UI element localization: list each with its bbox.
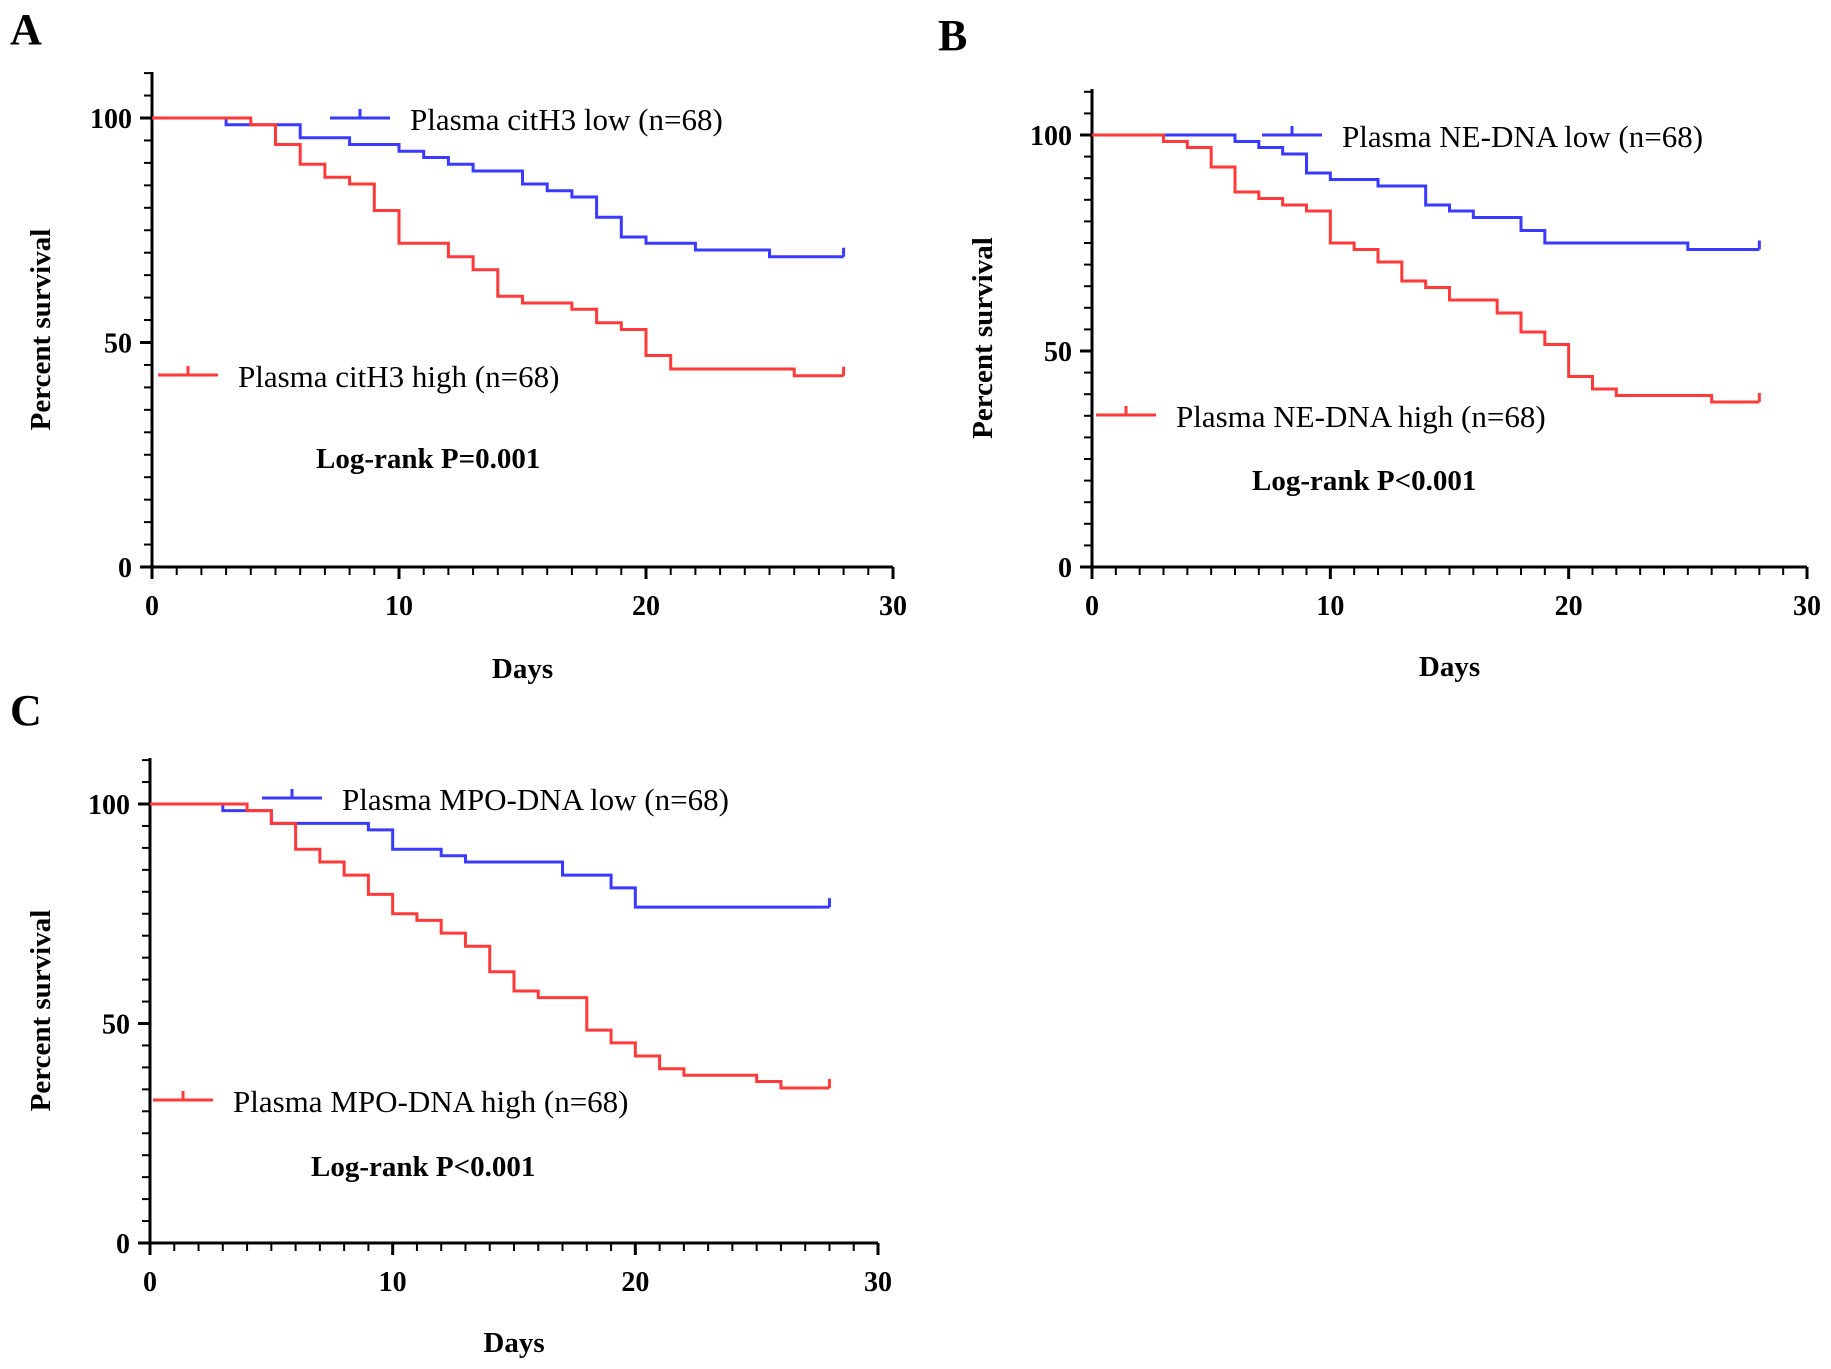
survival-curve-low [1092,133,1760,251]
y-tick-label: 100 [90,104,132,135]
logrank-annotation: Log-rank P<0.001 [311,1151,535,1183]
survival-curve-high [1092,133,1760,404]
survival-chart-b: 0 50 100 0 10 20 30 Days Percent survival Plasma … [967,89,1821,683]
x-tick-label: 0 [143,1267,157,1298]
x-tick-label: 30 [864,1267,892,1298]
legend-entry: Plasma citH3 high (n=68) [238,359,559,394]
panel-label-a: A [10,5,42,54]
x-tick-label: 0 [1085,591,1099,622]
y-tick-label: 100 [88,790,130,821]
y-tick-label: 0 [116,1229,130,1260]
x-axis-title: Days [1419,651,1480,683]
y-tick-label: 0 [118,553,132,584]
x-axis-title: Days [492,653,553,685]
y-tick-label: 0 [1058,553,1072,584]
survival-curve-low [150,802,830,909]
legend-entry: Plasma MPO-DNA low (n=68) [342,782,729,817]
logrank-annotation: Log-rank P=0.001 [316,443,540,475]
x-tick-label: 0 [145,591,159,622]
legend-entry: Plasma NE-DNA high (n=68) [1176,399,1546,434]
panel-label-c: C [10,686,42,735]
x-tick-label: 10 [1316,591,1344,622]
x-axis-title: Days [483,1327,544,1359]
x-tick-label: 20 [621,1267,649,1298]
y-tick-label: 50 [102,1010,130,1041]
x-tick-label: 20 [1555,591,1583,622]
y-axis-title: Percent survival [25,910,57,1112]
legend-entry: Plasma NE-DNA low (n=68) [1342,119,1703,154]
panel-label-b: B [938,11,967,60]
survival-chart-a: 0 50 100 0 10 20 30 Days Percent survival Plasma … [25,72,907,685]
y-tick-label: 50 [1044,337,1072,368]
y-tick-label: 50 [104,329,132,360]
y-tick-label: 100 [1030,121,1072,152]
survival-curve-high [150,802,830,1090]
x-tick-label: 30 [1793,591,1821,622]
logrank-annotation: Log-rank P<0.001 [1252,465,1476,497]
x-tick-label: 10 [385,591,413,622]
survival-curve-low [152,116,844,259]
x-tick-label: 10 [379,1267,407,1298]
survival-curve-high [152,116,844,378]
x-tick-label: 30 [879,591,907,622]
y-axis-title: Percent survival [967,237,999,439]
legend-entry: Plasma MPO-DNA high (n=68) [233,1084,629,1119]
y-axis-title: Percent survival [25,229,57,431]
legend-entry: Plasma citH3 low (n=68) [410,102,723,137]
x-tick-label: 20 [632,591,660,622]
survival-chart-c: 0 50 100 0 10 20 30 Days Percent survival Plasma … [25,758,892,1359]
